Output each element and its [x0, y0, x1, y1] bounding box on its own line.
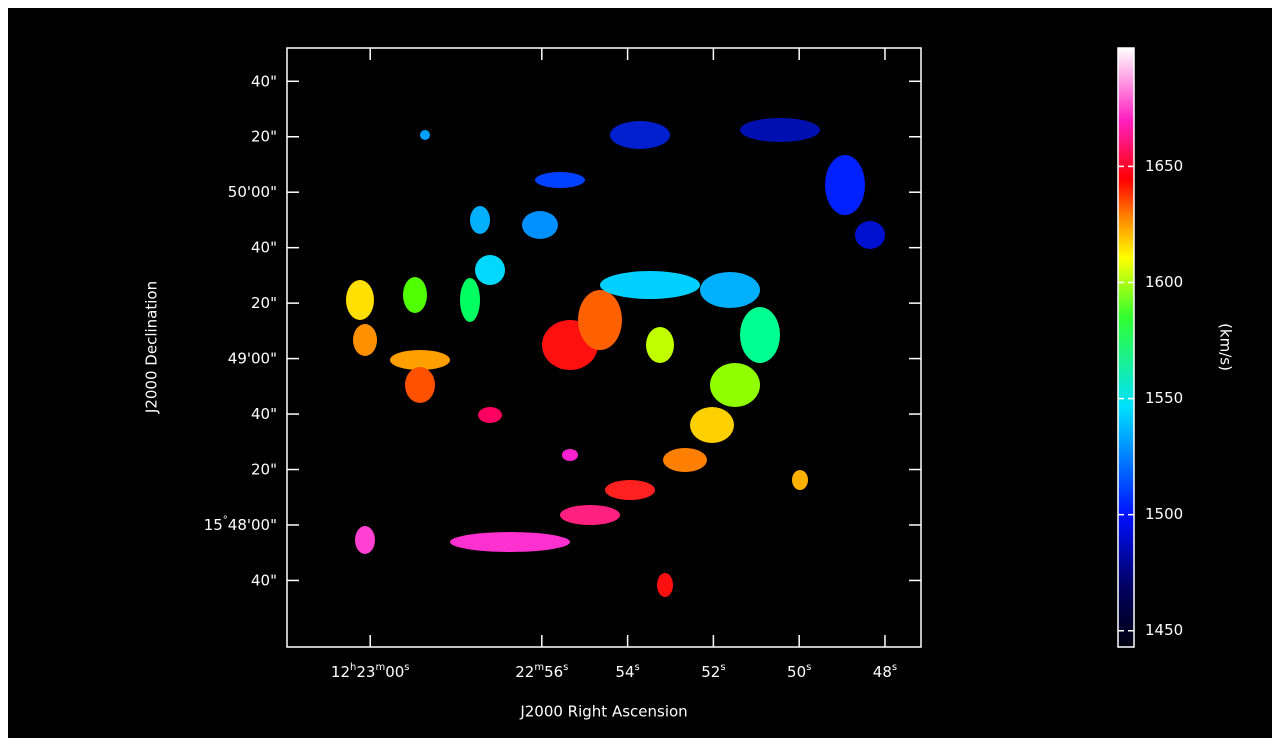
y-tick-label: 40": [251, 405, 277, 423]
colorbar-tick-label: 1550: [1145, 389, 1183, 407]
velocity-blob: [855, 221, 885, 249]
y-tick-label: 50'00": [228, 183, 277, 201]
velocity-blob: [825, 155, 865, 215]
y-axis-label: J2000 Declination: [143, 281, 161, 414]
velocity-blob: [690, 407, 734, 443]
velocity-blob: [353, 324, 377, 356]
background: [8, 8, 1272, 738]
y-tick-label: 40": [251, 72, 277, 90]
y-tick-label: 20": [251, 460, 277, 478]
velocity-blob: [403, 277, 427, 313]
y-tick-label: 49'00": [228, 349, 277, 367]
colorbar-tick-label: 1600: [1145, 273, 1183, 291]
colorbar-label: (km/s): [1217, 323, 1235, 371]
velocity-blob: [460, 278, 480, 322]
velocity-blob: [710, 363, 760, 407]
velocity-blob: [535, 172, 585, 188]
velocity-blob: [560, 505, 620, 525]
velocity-blob: [578, 290, 622, 350]
velocity-blob: [600, 271, 700, 299]
velocity-blob: [470, 206, 490, 234]
velocity-blob: [522, 211, 558, 239]
velocity-blob: [346, 280, 374, 320]
y-tick-label: 15°48'00": [204, 515, 277, 534]
velocity-blob: [792, 470, 808, 490]
velocity-blob: [562, 449, 578, 461]
velocity-blob: [420, 130, 430, 140]
colorbar: [1118, 48, 1134, 647]
y-tick-label: 20": [251, 294, 277, 312]
x-tick-label: 12h23m00s: [331, 662, 410, 681]
velocity-blob: [657, 573, 673, 597]
velocity-blob: [646, 327, 674, 363]
velocity-blob: [605, 480, 655, 500]
velocity-blob: [475, 255, 505, 285]
colorbar-tick-label: 1450: [1145, 621, 1183, 639]
velocity-blob: [478, 407, 502, 423]
x-axis-label: J2000 Right Ascension: [519, 703, 687, 721]
velocity-blob: [405, 367, 435, 403]
velocity-blob: [740, 307, 780, 363]
y-tick-label: 20": [251, 127, 277, 145]
velocity-blob: [740, 118, 820, 142]
velocity-blob: [610, 121, 670, 149]
colorbar-tick-label: 1500: [1145, 505, 1183, 523]
plot-window: J2000 Right Ascension J2000 Declination …: [0, 0, 1277, 746]
velocity-blob: [450, 532, 570, 552]
colorbar-tick-label: 1650: [1145, 157, 1183, 175]
velocity-blob: [355, 526, 375, 554]
y-tick-label: 40": [251, 238, 277, 256]
velocity-blob: [663, 448, 707, 472]
y-tick-label: 40": [251, 571, 277, 589]
velocity-blob: [700, 272, 760, 308]
